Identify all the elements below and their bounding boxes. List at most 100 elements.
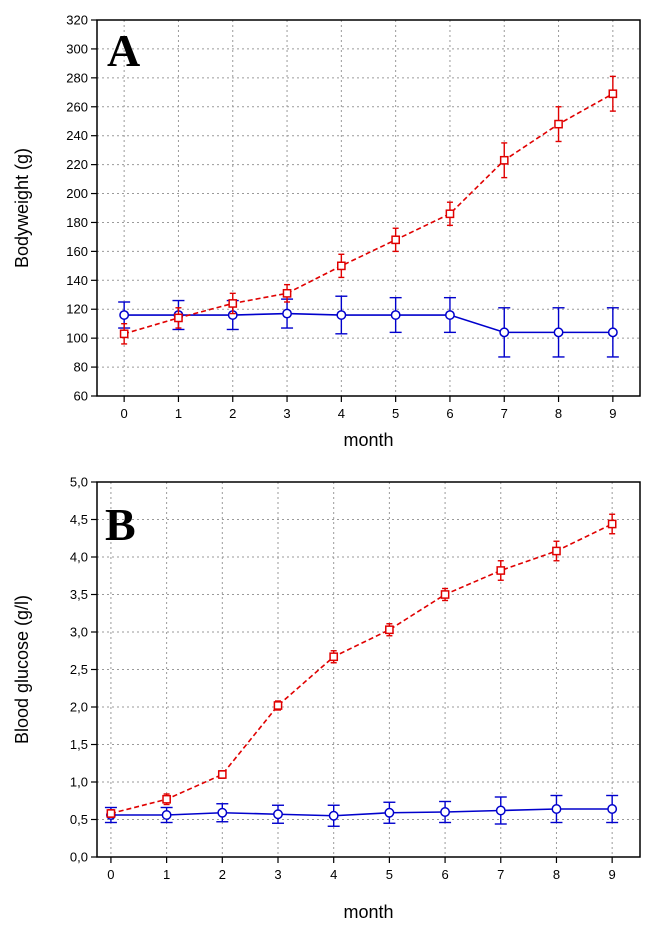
y-tick-label: 4,5 xyxy=(70,512,88,527)
data-point xyxy=(445,310,455,320)
series-red-dashed xyxy=(119,75,618,345)
x-tick-label: 8 xyxy=(555,406,562,421)
panel-b-blood-glucose: 0,0 0,5 1,0 1,5 2,0 2,5 3,0 3,5 4,0 4,5 5,0 0 1 2 3 4 5 6… xyxy=(12,475,641,922)
x-tick-label: 4 xyxy=(330,867,337,882)
data-point xyxy=(329,652,339,662)
panel-a-bodyweight: 60 80 100 120 140 160 180 200 220 240 260 280 300 320… xyxy=(12,13,641,450)
y-tick-label: 0,5 xyxy=(70,812,88,827)
series-line xyxy=(124,312,613,334)
x-tick-label: 1 xyxy=(175,406,182,421)
y-tick-label: 240 xyxy=(66,128,88,143)
y-tick-label: 220 xyxy=(66,157,88,172)
data-point xyxy=(385,625,394,635)
data-point xyxy=(499,327,510,338)
x-tick-label: 4 xyxy=(338,406,345,421)
data-point xyxy=(217,770,227,779)
x-tick-label: 2 xyxy=(229,406,236,421)
plot-frame xyxy=(96,19,641,397)
data-point xyxy=(445,209,455,219)
y-tick-label: 160 xyxy=(66,244,88,259)
x-tick-label: 2 xyxy=(219,867,226,882)
data-point xyxy=(552,546,561,556)
data-point xyxy=(607,519,617,529)
series-red-dashed xyxy=(106,513,617,818)
data-point xyxy=(390,310,401,320)
x-tick-label: 7 xyxy=(501,406,508,421)
data-point xyxy=(273,701,283,710)
y-tick-label: 300 xyxy=(66,41,88,56)
data-point xyxy=(119,329,129,339)
y-tick-label: 3,5 xyxy=(70,587,88,602)
y-tick-label: 5,0 xyxy=(70,475,88,490)
data-point xyxy=(161,810,172,820)
y-tick-label: 1,0 xyxy=(70,775,88,790)
x-tick-label: 9 xyxy=(609,406,616,421)
data-point xyxy=(608,89,618,99)
x-tick-label: 8 xyxy=(553,867,560,882)
data-point xyxy=(337,261,346,271)
x-axis-label: month xyxy=(343,902,393,922)
data-point xyxy=(228,299,238,308)
y-tick-label: 3,0 xyxy=(70,625,88,640)
y-axis-label: Blood glucose (g/l) xyxy=(12,595,32,744)
y-axis-label: Bodyweight (g) xyxy=(12,148,32,268)
x-tick-label: 6 xyxy=(441,867,448,882)
y-tick-label: 180 xyxy=(66,215,88,230)
y-tick-label: 80 xyxy=(74,360,88,375)
series-blue-solid xyxy=(118,295,619,358)
y-tick-label: 100 xyxy=(66,331,88,346)
data-point xyxy=(440,590,450,599)
data-point xyxy=(553,327,564,338)
data-point xyxy=(551,804,562,814)
y-tick-label: 60 xyxy=(74,389,88,404)
data-point xyxy=(273,809,283,820)
series-line xyxy=(110,523,613,815)
y-tick-label: 0,0 xyxy=(70,850,88,865)
x-tick-label: 1 xyxy=(163,867,170,882)
data-point xyxy=(495,805,506,816)
series-blue-solid xyxy=(104,794,619,827)
data-point xyxy=(496,566,506,575)
data-point xyxy=(499,155,509,165)
data-point xyxy=(162,794,171,804)
x-axis-label: month xyxy=(343,430,393,450)
panel-letter: B xyxy=(105,499,136,550)
data-point xyxy=(607,327,618,338)
y-tick-label: 1,5 xyxy=(70,737,88,752)
x-tick-label: 5 xyxy=(392,406,399,421)
y-tick-label: 260 xyxy=(66,99,88,114)
data-point xyxy=(391,235,400,245)
data-point xyxy=(336,310,347,320)
plot-frame xyxy=(96,481,641,858)
x-tick-label: 7 xyxy=(497,867,504,882)
x-tick-label: 5 xyxy=(386,867,393,882)
data-point xyxy=(282,288,292,298)
data-point xyxy=(328,810,339,821)
data-point xyxy=(384,807,395,818)
data-point xyxy=(554,119,563,129)
y-tick-label: 140 xyxy=(66,273,88,288)
y-tick-label: 280 xyxy=(66,70,88,85)
y-tick-label: 2,0 xyxy=(70,700,88,715)
x-tick-label: 3 xyxy=(274,867,281,882)
y-tick-label: 120 xyxy=(66,302,88,317)
data-point xyxy=(440,807,451,817)
data-point xyxy=(217,807,228,818)
x-tick-label: 0 xyxy=(107,867,114,882)
panel-letter: A xyxy=(107,25,140,76)
series-line xyxy=(123,93,614,335)
data-point xyxy=(174,313,183,323)
data-point xyxy=(106,809,116,818)
y-tick-label: 2,5 xyxy=(70,662,88,677)
data-point xyxy=(282,308,292,319)
y-tick-label: 200 xyxy=(66,186,88,201)
y-tick-label: 4,0 xyxy=(70,550,88,565)
y-tick-label: 320 xyxy=(66,13,88,28)
data-point xyxy=(607,804,618,814)
x-tick-label: 9 xyxy=(609,867,616,882)
x-tick-label: 6 xyxy=(446,406,453,421)
data-point xyxy=(119,310,130,320)
x-tick-label: 3 xyxy=(283,406,290,421)
series-line xyxy=(110,808,613,817)
